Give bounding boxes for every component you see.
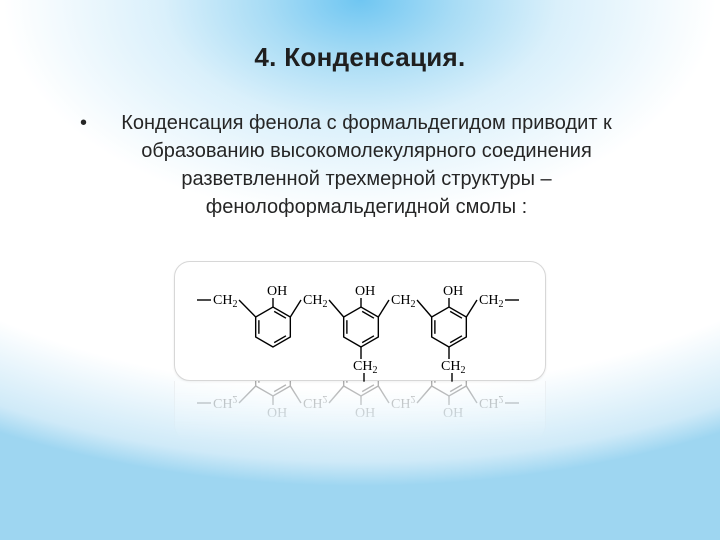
svg-text:CH2: CH2 (391, 393, 415, 410)
svg-text:OH: OH (267, 404, 287, 419)
svg-text:CH2: CH2 (213, 293, 237, 310)
figure-container: OH CH2 CH2 OH CH2 CH2 OH CH2 CH2 OH CH2 CH2 OH CH2 CH… (174, 261, 546, 381)
svg-text:CH2: CH2 (479, 393, 503, 410)
svg-text:CH2: CH2 (479, 293, 503, 310)
slide-title: 4. Конденсация. (58, 42, 662, 73)
svg-text:OH: OH (267, 284, 287, 299)
svg-text:OH: OH (355, 404, 375, 419)
bullet-item: • Конденсация фенола с формальдегидом пр… (80, 109, 640, 221)
svg-text:CH2: CH2 (441, 359, 465, 376)
svg-text:CH2: CH2 (213, 393, 237, 410)
slide: 4. Конденсация. • Конденсация фенола с ф… (0, 0, 720, 540)
bullet-marker: • (80, 109, 87, 137)
svg-text:OH: OH (443, 284, 463, 299)
figure-reflection: OHCH2CH2OHCH2CH2OHCH2CH2 (174, 381, 546, 441)
svg-text:OH: OH (355, 284, 375, 299)
svg-text:CH2: CH2 (303, 393, 327, 410)
svg-text:CH2: CH2 (391, 293, 415, 310)
svg-text:CH2: CH2 (303, 293, 327, 310)
svg-text:OH: OH (443, 404, 463, 419)
svg-text:CH2: CH2 (353, 359, 377, 376)
chemical-structure-figure: OH CH2 CH2 OH CH2 CH2 OH CH2 CH2 (174, 261, 546, 381)
bullet-text: Конденсация фенола с формальдегидом прив… (93, 109, 640, 221)
